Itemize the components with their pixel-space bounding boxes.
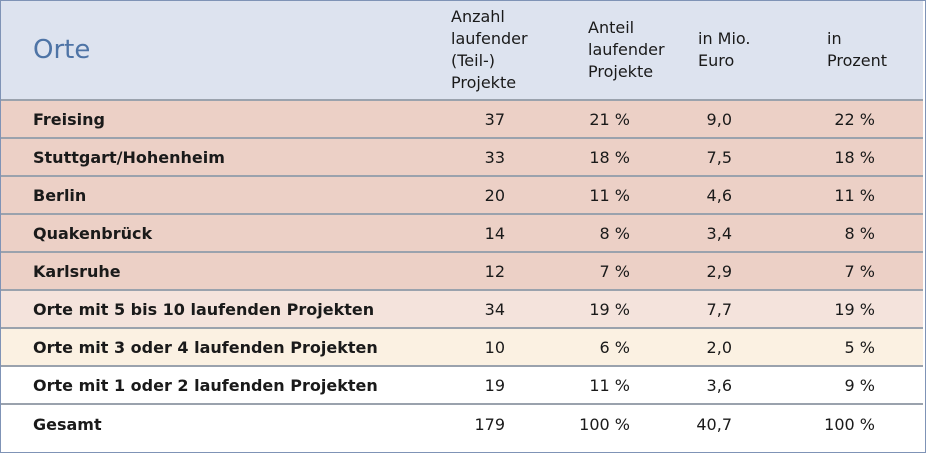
row-label: Karlsruhe — [33, 261, 121, 281]
row-count: 20 — [484, 185, 505, 205]
row-label: Berlin — [33, 185, 87, 205]
total-share: 100 % — [579, 415, 630, 434]
row-label: Quakenbrück — [33, 223, 153, 243]
table-row: Quakenbrück 14 8 % 3,4 8 % — [1, 214, 923, 252]
row-share: 7 % — [599, 261, 630, 281]
total-row: Gesamt 179 100 % 40,7 100 % — [1, 404, 923, 444]
row-pct: 7 % — [844, 261, 875, 281]
header-count-line-3: (Teil-) Projekte — [451, 51, 517, 92]
total-pct: 100 % — [824, 415, 875, 434]
row-pct: 11 % — [834, 185, 875, 205]
row-pct: 22 % — [834, 109, 875, 129]
row-label: Orte mit 3 oder 4 laufenden Projekten — [33, 337, 378, 357]
header-mio-line-2: Euro — [698, 51, 735, 70]
row-mio: 9,0 — [706, 109, 732, 129]
table-row: Orte mit 3 oder 4 laufenden Projekten 10… — [1, 328, 923, 366]
table-row: Berlin 20 11 % 4,6 11 % — [1, 176, 923, 214]
header-percent-line-2: Prozent — [827, 51, 888, 70]
row-mio: 3,6 — [706, 375, 732, 395]
row-pct: 19 % — [834, 299, 875, 319]
row-count: 10 — [484, 337, 505, 357]
row-label: Stuttgart/Hohenheim — [33, 147, 225, 167]
table-row: Karlsruhe 12 7 % 2,9 7 % — [1, 252, 923, 290]
header-share-line-1: Anteil — [588, 18, 635, 37]
row-pct: 18 % — [834, 147, 875, 167]
header-row: Orte Anzahl laufender (Teil-) Projekte A… — [1, 1, 923, 100]
row-share: 8 % — [599, 223, 630, 243]
row-pct: 9 % — [844, 375, 875, 395]
row-pct: 8 % — [844, 223, 875, 243]
table-row: Stuttgart/Hohenheim 33 18 % 7,5 18 % — [1, 138, 923, 176]
row-count: 33 — [484, 147, 505, 167]
header-count-line-1: Anzahl — [451, 7, 505, 26]
total-label: Gesamt — [33, 415, 102, 434]
header-mio-euro: in Mio. Euro — [676, 1, 781, 100]
row-mio: 2,9 — [706, 261, 732, 281]
row-share: 11 % — [589, 185, 630, 205]
row-share: 6 % — [599, 337, 630, 357]
row-label: Orte mit 1 oder 2 laufenden Projekten — [33, 375, 378, 395]
header-percent: in Prozent — [781, 1, 923, 100]
row-count: 12 — [484, 261, 505, 281]
header-percent-line-1: in — [827, 29, 842, 48]
header-share: Anteil laufender Projekte — [561, 1, 676, 100]
row-share: 18 % — [589, 147, 630, 167]
header-count: Anzahl laufender (Teil-) Projekte — [421, 1, 561, 100]
row-count: 19 — [484, 375, 505, 395]
header-mio-line-1: in Mio. — [698, 29, 751, 48]
header-count-line-2: laufender — [451, 29, 528, 48]
row-mio: 4,6 — [706, 185, 732, 205]
row-mio: 7,5 — [706, 147, 732, 167]
row-count: 34 — [484, 299, 505, 319]
row-share: 19 % — [589, 299, 630, 319]
row-count: 14 — [484, 223, 505, 243]
total-count: 179 — [474, 415, 505, 434]
table-title: Orte — [33, 35, 91, 65]
table-row: Freising 37 21 % 9,0 22 % — [1, 100, 923, 138]
row-mio: 2,0 — [706, 337, 732, 357]
table-row: Orte mit 1 oder 2 laufenden Projekten 19… — [1, 366, 923, 404]
row-label: Orte mit 5 bis 10 laufenden Projekten — [33, 299, 375, 319]
row-share: 21 % — [589, 109, 630, 129]
table-row: Orte mit 5 bis 10 laufenden Projekten 34… — [1, 290, 923, 328]
row-label: Freising — [33, 109, 105, 129]
row-mio: 7,7 — [706, 299, 732, 319]
row-share: 11 % — [589, 375, 630, 395]
projects-by-location-table: Orte Anzahl laufender (Teil-) Projekte A… — [1, 1, 923, 444]
row-pct: 5 % — [844, 337, 875, 357]
total-mio: 40,7 — [696, 415, 732, 434]
row-mio: 3,4 — [706, 223, 732, 243]
header-share-line-3: Projekte — [588, 62, 654, 81]
header-share-line-2: laufender — [588, 40, 665, 59]
row-count: 37 — [484, 109, 505, 129]
